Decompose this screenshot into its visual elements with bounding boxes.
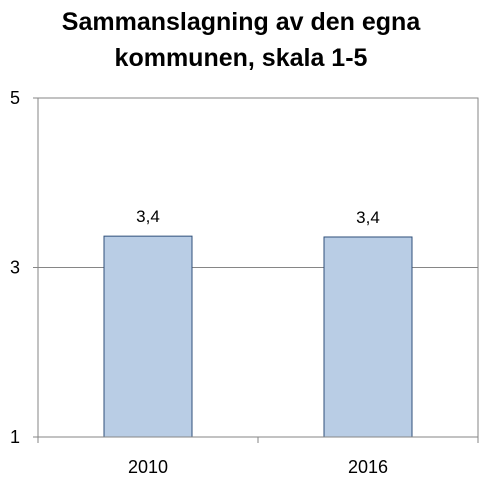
x-tick-label-2016: 2016	[348, 457, 388, 477]
plot-area-border	[38, 97, 479, 437]
y-tick-label-3: 3	[10, 258, 20, 278]
data-label-2010: 3,4	[136, 207, 160, 226]
y-tick-label-5: 5	[10, 88, 20, 108]
y-tick-label-1: 1	[10, 427, 20, 447]
chart-title-line-1: Sammanslagning av den egna	[61, 8, 421, 36]
data-label-2016: 3,4	[356, 208, 380, 227]
bar-2016	[323, 236, 413, 438]
chart-title: Sammanslagning av den egna kommunen, ska…	[0, 4, 482, 76]
chart-title-line-2: kommunen, skala 1-5	[114, 44, 368, 72]
bar-2010	[103, 235, 193, 438]
x-tick-label-2010: 2010	[128, 457, 168, 477]
